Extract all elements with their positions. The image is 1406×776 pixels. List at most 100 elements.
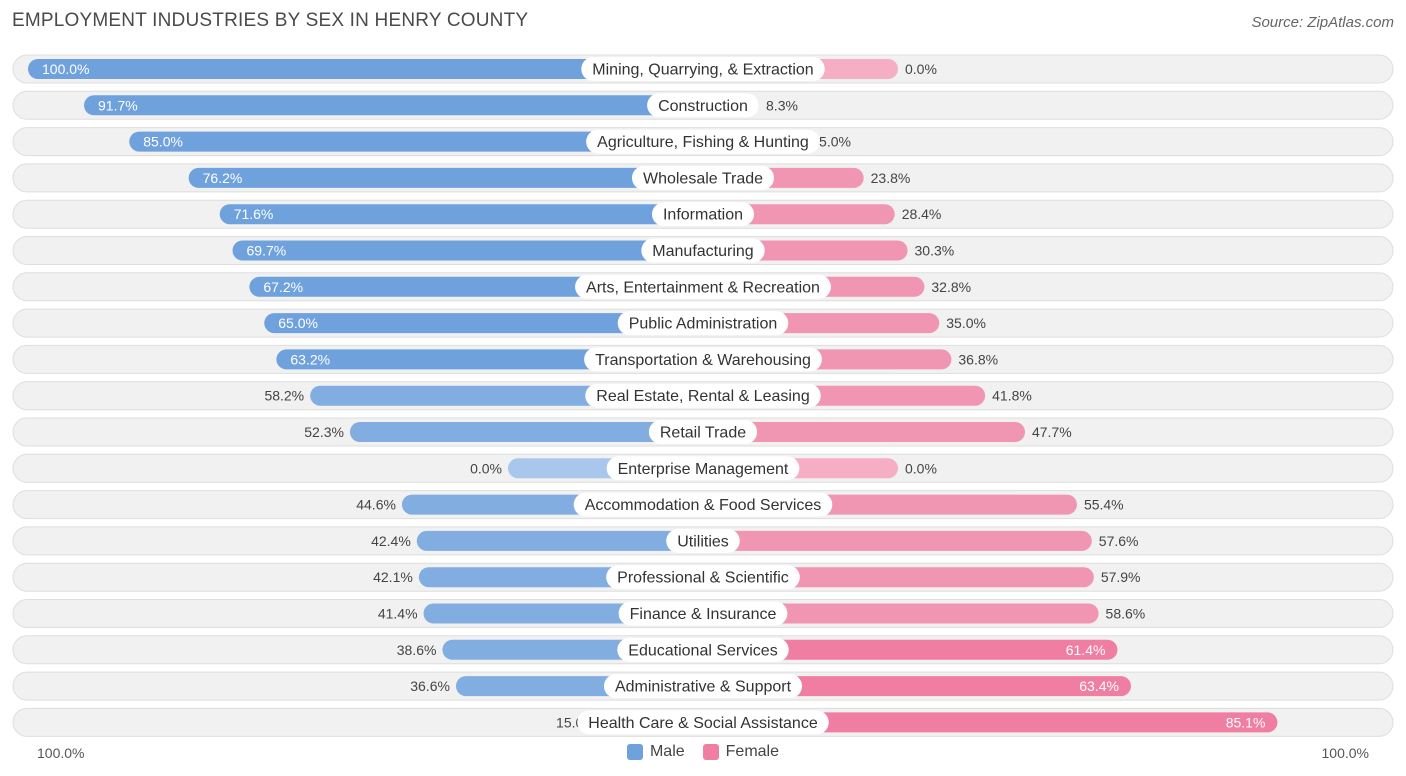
chart-row: 36.6% 63.4% Administrative & Support xyxy=(12,671,1394,701)
female-value-label: 63.4% xyxy=(1079,678,1119,694)
category-label: Retail Trade xyxy=(660,425,746,442)
category-pill xyxy=(606,456,800,481)
male-bar xyxy=(28,59,703,79)
category-label: Arts, Entertainment & Recreation xyxy=(586,279,820,296)
chart-row: 58.2% 41.8% Real Estate, Rental & Leasing xyxy=(12,381,1394,411)
legend-label-male: Male xyxy=(649,743,685,760)
male-value-label: 58.2% xyxy=(264,388,304,404)
male-value-label: 100.0% xyxy=(42,61,89,77)
female-value-label: 57.6% xyxy=(1099,533,1139,549)
female-value-label: 28.4% xyxy=(902,206,942,222)
female-value-label: 47.7% xyxy=(1032,424,1072,440)
female-value-label: 30.3% xyxy=(915,243,955,259)
male-bar xyxy=(232,240,703,261)
category-pill xyxy=(647,93,759,118)
source-credit: Source: ZipAtlas.com xyxy=(1251,14,1394,31)
male-bar xyxy=(264,313,703,334)
category-pill xyxy=(603,674,803,699)
category-pill xyxy=(577,710,829,735)
female-value-label: 36.8% xyxy=(958,351,998,367)
male-value-label: 0.0% xyxy=(470,460,502,476)
female-value-label: 35.0% xyxy=(946,315,986,331)
category-label: Accommodation & Food Services xyxy=(585,497,822,514)
chart-row: 65.0% 35.0% Public Administration xyxy=(12,308,1394,338)
female-bar xyxy=(703,676,1131,697)
female-value-label: 85.1% xyxy=(1226,714,1266,730)
category-label: Transportation & Warehousing xyxy=(595,352,811,369)
legend-item-male: Male xyxy=(626,743,685,761)
male-value-label: 63.2% xyxy=(290,351,330,367)
female-value-label: 57.9% xyxy=(1101,569,1141,585)
chart-row: 44.6% 55.4% Accommodation & Food Services xyxy=(12,490,1394,520)
male-value-label: 67.2% xyxy=(263,279,303,295)
category-label: Public Administration xyxy=(629,316,778,333)
category-pill xyxy=(618,601,788,626)
female-value-label: 8.3% xyxy=(766,97,798,113)
category-pill xyxy=(584,347,822,372)
category-pill xyxy=(585,383,821,408)
male-bar xyxy=(188,167,703,188)
category-label: Professional & Scientific xyxy=(617,570,789,587)
category-label: Manufacturing xyxy=(652,243,753,260)
male-value-label: 69.7% xyxy=(247,243,287,259)
category-label: Wholesale Trade xyxy=(643,170,763,187)
female-value-label: 15.0% xyxy=(811,134,851,150)
male-value-label: 36.6% xyxy=(410,678,450,694)
male-value-label: 76.2% xyxy=(203,170,243,186)
category-pill xyxy=(631,165,775,190)
category-label: Finance & Insurance xyxy=(630,606,777,623)
female-value-label: 0.0% xyxy=(905,460,937,476)
legend: Male Female xyxy=(0,743,1406,761)
category-label: Construction xyxy=(658,98,748,115)
male-value-label: 65.0% xyxy=(278,315,318,331)
male-value-label: 42.4% xyxy=(371,533,411,549)
male-bar xyxy=(129,131,703,152)
chart-row: 52.3% 47.7% Retail Trade xyxy=(12,417,1394,447)
chart-row: 42.4% 57.6% Utilities xyxy=(12,526,1394,556)
category-label: Agriculture, Fishing & Hunting xyxy=(597,134,809,151)
chart-row: 85.0% 15.0%Agriculture, Fishing & Hunting xyxy=(12,127,1394,157)
legend-swatch-male xyxy=(626,744,643,760)
axis-label-right: 100.0% xyxy=(1322,745,1369,761)
chart-row: 67.2% 32.8% Arts, Entertainment & Recreati… xyxy=(12,272,1394,302)
female-value-label: 23.8% xyxy=(871,170,911,186)
chart-row: 71.6% 28.4% Information xyxy=(12,199,1394,229)
female-value-label: 55.4% xyxy=(1084,497,1124,513)
category-label: Utilities xyxy=(677,533,729,550)
legend-swatch-female xyxy=(702,744,719,760)
female-value-label: 58.6% xyxy=(1106,606,1146,622)
male-value-label: 41.4% xyxy=(378,606,418,622)
male-value-label: 52.3% xyxy=(304,424,344,440)
female-bar xyxy=(703,567,1094,588)
category-pill xyxy=(641,238,765,263)
chart-row: 15.0% 85.1%Health Care & Social Assistanc… xyxy=(12,707,1394,737)
chart-row: 38.6% 61.4% Educational Services xyxy=(12,635,1394,665)
male-value-label: 91.7% xyxy=(98,97,138,113)
chart-row: 69.7% 30.3% Manufacturing xyxy=(12,236,1394,265)
male-value-label: 38.6% xyxy=(397,642,437,658)
female-bar xyxy=(703,530,1092,551)
chart-row: 100.0% 0.0% Mining, Quarrying, & Extractio… xyxy=(12,54,1394,84)
category-pill xyxy=(617,311,789,336)
legend-item-female: Female xyxy=(702,743,779,761)
category-pill xyxy=(617,637,789,662)
category-pill xyxy=(581,57,825,81)
male-value-label: 85.0% xyxy=(143,134,183,150)
female-value-label: 61.4% xyxy=(1066,642,1106,658)
category-pill xyxy=(575,274,831,299)
male-value-label: 71.6% xyxy=(234,206,274,222)
category-pill xyxy=(651,202,755,227)
male-bar xyxy=(219,204,703,225)
category-pill xyxy=(606,565,800,590)
male-bar xyxy=(349,422,703,442)
axis-label-left: 100.0% xyxy=(37,745,84,761)
chart-title: EMPLOYMENT INDUSTRIES BY SEX IN HENRY CO… xyxy=(12,10,529,31)
category-label: Administrative & Support xyxy=(615,679,792,696)
category-label: Information xyxy=(663,207,743,224)
category-label: Health Care & Social Assistance xyxy=(588,715,818,732)
chart-row: 76.2% 23.8% Wholesale Trade xyxy=(12,163,1394,193)
chart-row: 91.7% 8.3% Construction xyxy=(12,90,1394,120)
category-label: Mining, Quarrying, & Extraction xyxy=(592,62,813,79)
female-bar xyxy=(703,422,1025,442)
